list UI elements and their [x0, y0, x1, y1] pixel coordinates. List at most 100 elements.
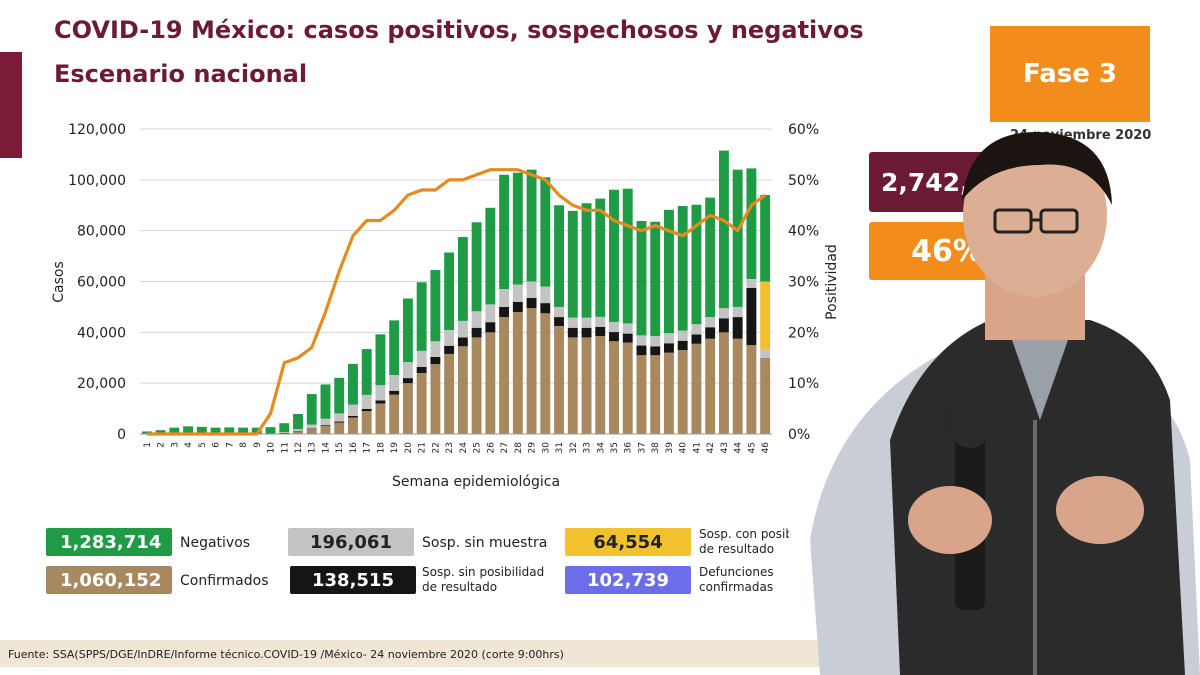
y2-tick-label: 20%	[788, 325, 819, 341]
bar-sin_muestra	[595, 316, 606, 327]
bar-sin_muestra	[526, 281, 537, 299]
bar-sin_posibilidad	[471, 327, 482, 338]
bar-sin_posibilidad	[457, 337, 468, 347]
bar-negativos	[155, 430, 166, 434]
bar-con_posibilidad	[760, 281, 771, 351]
bar-sin_muestra	[430, 341, 441, 357]
bar-negativos	[375, 334, 386, 386]
bar-confirmados	[402, 383, 413, 434]
bar-sin_posibilidad	[705, 327, 716, 339]
bar-confirmados	[677, 350, 688, 434]
bar-confirmados	[691, 343, 702, 434]
bar-confirmados	[650, 355, 661, 434]
bar-confirmados	[760, 357, 771, 434]
bar-confirmados	[389, 394, 400, 434]
legend-negativos-value: 1,283,714	[46, 528, 172, 556]
bar-negativos	[567, 210, 578, 318]
x-tick-label: 17	[363, 442, 373, 453]
bar-confirmados	[540, 313, 551, 434]
y-tick-label: 20,000	[77, 376, 126, 392]
bar-negativos	[581, 203, 592, 318]
x-tick-label: 34	[596, 442, 606, 454]
x-tick-label: 7	[225, 442, 235, 448]
x-tick-label: 29	[528, 442, 538, 454]
bar-negativos	[677, 206, 688, 331]
bar-sin_posibilidad	[361, 408, 372, 412]
bar-sin_muestra	[567, 317, 578, 328]
bar-sin_muestra	[375, 385, 386, 401]
bar-sin_muestra	[677, 330, 688, 341]
y-tick-label: 0	[117, 427, 126, 443]
bar-sin_posibilidad	[348, 415, 358, 418]
legend-confirmados-label: Confirmados	[180, 573, 269, 589]
bar-sin_posibilidad	[636, 345, 647, 356]
bar-confirmados	[334, 422, 345, 434]
x-tick-label: 37	[637, 442, 647, 453]
x-tick-label: 39	[665, 442, 675, 454]
x-tick-label: 15	[335, 442, 345, 453]
bar-confirmados	[471, 337, 482, 434]
x-tick-label: 19	[390, 442, 400, 454]
bar-negativos	[622, 188, 633, 324]
bar-sin_posibilidad	[622, 333, 633, 343]
x-tick-label: 20	[404, 442, 414, 454]
bar-sin_muestra	[293, 429, 303, 432]
bar-sin_muestra	[320, 418, 331, 426]
bar-sin_posibilidad	[430, 356, 441, 365]
bar-confirmados	[416, 373, 427, 434]
bar-negativos	[512, 172, 523, 285]
bar-confirmados	[595, 336, 606, 434]
y-tick-label: 60,000	[77, 275, 126, 291]
bar-confirmados	[512, 312, 523, 434]
bar-negativos	[224, 427, 235, 434]
bar-confirmados	[526, 308, 537, 434]
x-tick-label: 33	[583, 442, 593, 453]
x-tick-label: 36	[624, 442, 634, 454]
bar-confirmados	[279, 432, 290, 434]
bar-sin_muestra	[485, 304, 496, 323]
bar-sin_muestra	[760, 350, 771, 358]
bar-sin_muestra	[540, 286, 551, 304]
bar-negativos	[430, 270, 441, 342]
bar-sin_posibilidad	[320, 425, 331, 426]
legend-sin-posibilidad-value: 138,515	[290, 566, 416, 594]
bar-confirmados	[567, 337, 578, 434]
bar-negativos	[306, 394, 317, 425]
bar-negativos	[554, 205, 564, 307]
bar-negativos	[169, 427, 180, 434]
bar-confirmados	[293, 431, 303, 434]
bar-confirmados	[636, 355, 647, 434]
bar-sin_posibilidad	[293, 431, 303, 432]
y2-tick-label: 30%	[788, 275, 819, 291]
x-tick-label: 22	[431, 442, 441, 453]
x-tick-label: 21	[418, 442, 428, 453]
bar-sin_muestra	[622, 323, 633, 334]
x-tick-label: 38	[651, 442, 661, 454]
bar-sin_posibilidad	[718, 318, 729, 333]
bar-confirmados	[348, 417, 358, 434]
legend-con-posibilidad-label-1: Sosp. con posibilidad	[699, 527, 789, 541]
bar-sin_posibilidad	[334, 421, 345, 423]
x-tick-label: 18	[376, 442, 386, 454]
x-tick-label: 9	[253, 442, 263, 448]
x-tick-label: 35	[610, 442, 620, 453]
bar-sin_posibilidad	[375, 400, 386, 404]
bar-sin_posibilidad	[581, 327, 592, 338]
bar-negativos	[746, 168, 757, 279]
y-tick-label: 40,000	[77, 325, 126, 341]
bar-sin_posibilidad	[485, 322, 496, 333]
bar-negativos	[196, 426, 207, 434]
bar-negativos	[279, 423, 290, 433]
x-axis-title: Semana epidemiológica	[392, 474, 560, 490]
bar-negativos	[183, 426, 194, 434]
x-tick-label: 40	[679, 442, 689, 454]
bar-confirmados	[705, 338, 716, 434]
bar-sin_posibilidad	[609, 332, 619, 342]
bar-confirmados	[375, 403, 386, 434]
x-tick-label: 28	[514, 442, 524, 454]
bar-sin_muestra	[512, 284, 523, 302]
x-tick-label: 4	[184, 442, 194, 448]
bar-sin_muestra	[650, 336, 661, 347]
bar-sin_muestra	[402, 362, 413, 379]
bar-confirmados	[718, 332, 729, 434]
